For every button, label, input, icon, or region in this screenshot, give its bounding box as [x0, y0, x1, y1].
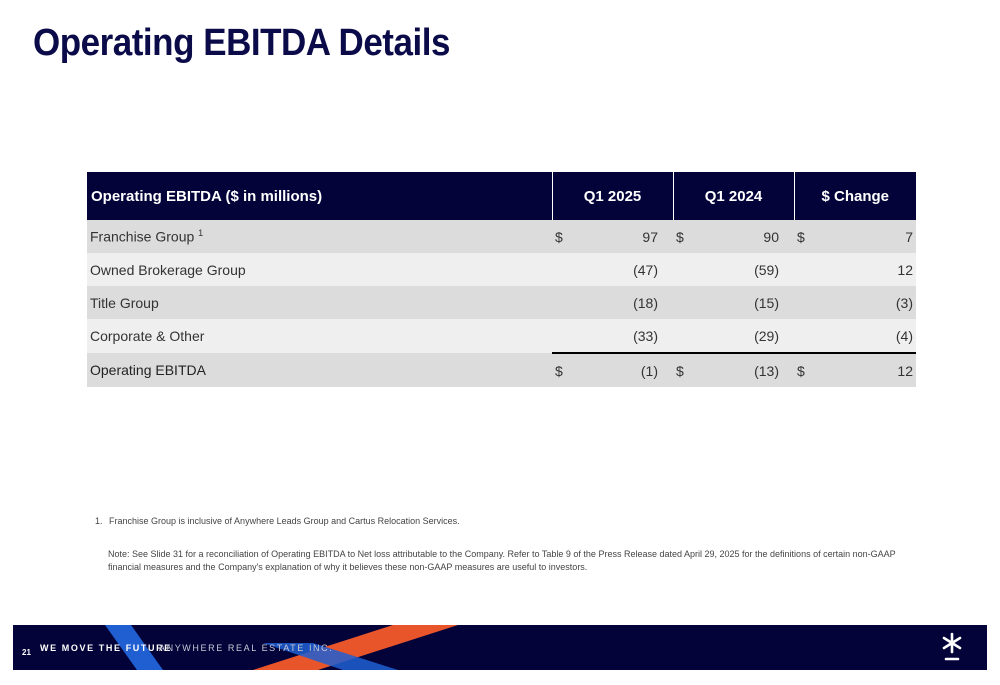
- note-text: Note: See Slide 31 for a reconciliation …: [108, 549, 896, 572]
- page-number: 21: [22, 648, 31, 657]
- cell-q1-2025: (33): [552, 319, 673, 353]
- table-row: Corporate & Other (33) (29) (4): [87, 319, 916, 353]
- table-row: Franchise Group 1 $97 $90 $7: [87, 220, 916, 253]
- footer-stripes-graphic: [105, 625, 458, 670]
- header-change: $ Change: [793, 172, 916, 220]
- cell-q1-2024: (59): [673, 253, 794, 286]
- table-header-row: Operating EBITDA ($ in millions) Q1 2025…: [87, 172, 916, 220]
- cell-q1-2025: $97: [552, 220, 673, 253]
- cell-change: $12: [794, 352, 916, 387]
- page-title: Operating EBITDA Details: [33, 22, 450, 64]
- footer-company-name: ANYWHERE REAL ESTATE INC.: [159, 643, 334, 653]
- asterisk-logo-icon: [942, 632, 962, 661]
- table-row: Owned Brokerage Group (47) (59) 12: [87, 253, 916, 286]
- cell-change: 12: [794, 253, 916, 286]
- footnote: 1. Franchise Group is inclusive of Anywhe…: [95, 516, 460, 526]
- header-q1-2025: Q1 2025: [551, 172, 673, 220]
- cell-change: (3): [794, 286, 916, 319]
- cell-q1-2024: (29): [673, 319, 794, 353]
- row-label: Franchise Group 1: [87, 220, 552, 253]
- row-label: Title Group: [87, 286, 552, 319]
- table-row: Title Group (18) (15) (3): [87, 286, 916, 319]
- row-label: Corporate & Other: [87, 319, 552, 353]
- cell-q1-2024: (15): [673, 286, 794, 319]
- footnote-ref: 1: [198, 228, 204, 239]
- row-label: Owned Brokerage Group: [87, 253, 552, 286]
- header-q1-2024: Q1 2024: [672, 172, 794, 220]
- footer-banner: 21 WE MOVE THE FUTURE ANYWHERE REAL ESTA…: [13, 625, 987, 670]
- cell-change: $7: [794, 220, 916, 253]
- cell-q1-2024: $ (13): [673, 352, 794, 387]
- header-metric: Operating EBITDA ($ in millions): [87, 172, 552, 220]
- footnote-text: Franchise Group is inclusive of Anywhere…: [109, 516, 460, 526]
- cell-change: (4): [794, 319, 916, 353]
- cell-q1-2025: (18): [552, 286, 673, 319]
- cell-q1-2025: $ (1): [552, 352, 673, 387]
- footnote-number: 1.: [95, 516, 103, 526]
- cell-q1-2024: $90: [673, 220, 794, 253]
- table-total-row: Operating EBITDA $ (1) $ (13) $12: [87, 352, 916, 387]
- footer-tagline: WE MOVE THE FUTURE: [40, 643, 172, 653]
- cell-q1-2025: (47): [552, 253, 673, 286]
- ebitda-table: Operating EBITDA ($ in millions) Q1 2025…: [87, 172, 916, 387]
- row-label: Operating EBITDA: [87, 353, 552, 387]
